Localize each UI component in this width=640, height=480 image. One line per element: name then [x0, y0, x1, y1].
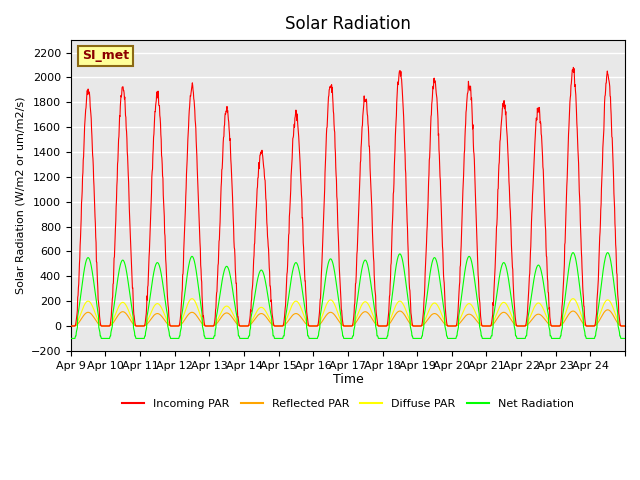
Legend: Incoming PAR, Reflected PAR, Diffuse PAR, Net Radiation: Incoming PAR, Reflected PAR, Diffuse PAR…	[118, 395, 579, 414]
Title: Solar Radiation: Solar Radiation	[285, 15, 411, 33]
X-axis label: Time: Time	[333, 373, 364, 386]
Text: SI_met: SI_met	[82, 49, 129, 62]
Y-axis label: Solar Radiation (W/m2 or um/m2/s): Solar Radiation (W/m2 or um/m2/s)	[15, 97, 25, 294]
